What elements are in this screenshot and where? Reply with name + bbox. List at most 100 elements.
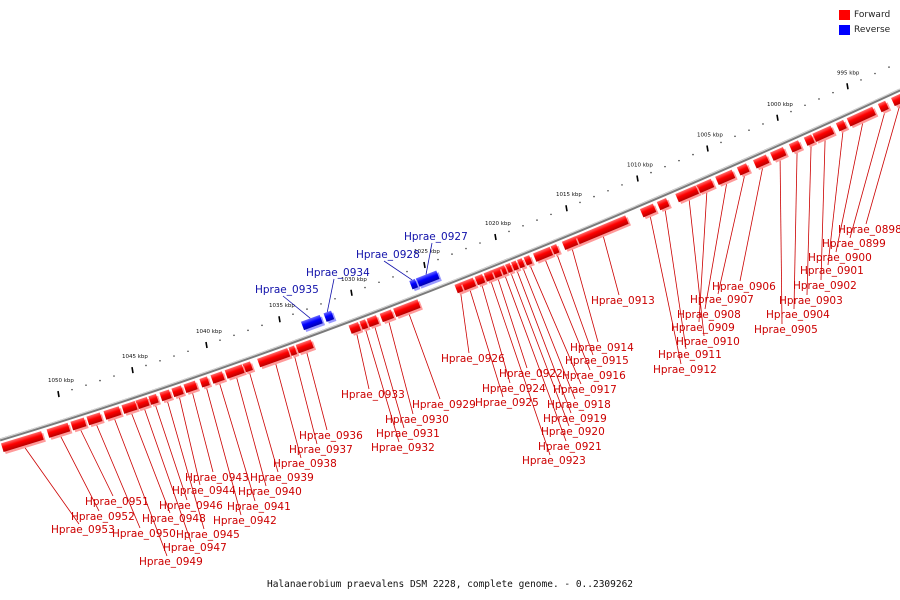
gene-label[interactable]: Hprae_0924 bbox=[482, 383, 546, 395]
gene-hprae_0940[interactable] bbox=[224, 364, 247, 381]
gene-hprae_0910[interactable] bbox=[675, 185, 702, 205]
gene-label[interactable]: Hprae_0946 bbox=[159, 500, 223, 512]
gene-label[interactable]: Hprae_0918 bbox=[547, 399, 611, 411]
gene-label[interactable]: Hprae_0932 bbox=[371, 442, 435, 454]
gene-label[interactable]: Hprae_0903 bbox=[779, 295, 843, 307]
gene-hprae_0936[interactable] bbox=[295, 339, 317, 356]
gene-label[interactable]: Hprae_0914 bbox=[570, 342, 634, 354]
gene-label[interactable]: Hprae_0905 bbox=[754, 324, 818, 336]
gene-hprae_0917[interactable] bbox=[523, 255, 535, 268]
gene-hprae_0918[interactable] bbox=[516, 258, 528, 271]
gene-hprae_0925[interactable] bbox=[459, 277, 479, 293]
gene-hprae_0953[interactable] bbox=[0, 431, 46, 455]
gene-hprae_0900[interactable] bbox=[846, 106, 879, 129]
gene-label[interactable]: Hprae_0936 bbox=[299, 430, 363, 442]
gene-label[interactable]: Hprae_0929 bbox=[412, 399, 476, 411]
gene-label[interactable]: Hprae_0906 bbox=[712, 281, 776, 293]
gene-hprae_0915[interactable] bbox=[550, 243, 562, 257]
gene-hprae_0948[interactable] bbox=[121, 400, 140, 416]
gene-label[interactable]: Hprae_0938 bbox=[273, 458, 337, 470]
gene-hprae_0927[interactable] bbox=[415, 270, 442, 289]
gene-hprae_0923[interactable] bbox=[483, 270, 497, 284]
gene-hprae_0898[interactable] bbox=[891, 92, 900, 108]
gene-hprae_0919[interactable] bbox=[510, 260, 522, 273]
gene-label[interactable]: Hprae_0942 bbox=[213, 515, 277, 527]
gene-hprae_0901[interactable] bbox=[835, 119, 850, 134]
gene-hprae_0952[interactable] bbox=[46, 422, 73, 440]
gene-label[interactable]: Hprae_0921 bbox=[538, 441, 602, 453]
gene-label[interactable]: Hprae_0947 bbox=[163, 542, 227, 554]
gene-label[interactable]: Hprae_0899 bbox=[822, 238, 886, 250]
gene-hprae_0931[interactable] bbox=[366, 315, 382, 330]
gene-hprae_0916[interactable] bbox=[532, 246, 556, 264]
gene-label[interactable]: Hprae_0923 bbox=[522, 455, 586, 467]
gene-label[interactable]: Hprae_0916 bbox=[562, 370, 626, 382]
gene-hprae_0938[interactable] bbox=[257, 348, 293, 370]
gene-label[interactable]: Hprae_0930 bbox=[385, 414, 449, 426]
gene-label[interactable]: Hprae_0919 bbox=[543, 413, 607, 425]
gene-hprae_0933[interactable] bbox=[348, 321, 364, 336]
gene-hprae_0928[interactable] bbox=[409, 278, 421, 292]
gene-label[interactable]: Hprae_0904 bbox=[766, 309, 830, 321]
gene-hprae_0935[interactable] bbox=[300, 314, 326, 333]
gene-hprae_0899[interactable] bbox=[877, 100, 892, 114]
gene-label[interactable]: Hprae_0907 bbox=[690, 294, 754, 306]
gene-hprae_0947[interactable] bbox=[135, 396, 152, 412]
gene-label[interactable]: Hprae_0920 bbox=[541, 426, 605, 438]
gene-label[interactable]: Hprae_0952 bbox=[71, 511, 135, 523]
gene-hprae_0902[interactable] bbox=[812, 125, 837, 144]
gene-label[interactable]: Hprae_0934 bbox=[306, 267, 370, 279]
gene-label[interactable]: Hprae_0945 bbox=[176, 529, 240, 541]
gene-hprae_0903[interactable] bbox=[803, 134, 818, 148]
gene-hprae_0930[interactable] bbox=[379, 309, 397, 325]
gene-hprae_0949[interactable] bbox=[103, 406, 124, 422]
gene-label[interactable]: Hprae_0941 bbox=[227, 501, 291, 513]
gene-label[interactable]: Hprae_0910 bbox=[676, 336, 740, 348]
gene-label[interactable]: Hprae_0898 bbox=[838, 224, 900, 236]
gene-label[interactable]: Hprae_0951 bbox=[85, 496, 149, 508]
gene-hprae_0944[interactable] bbox=[171, 385, 186, 400]
gene-label[interactable]: Hprae_0949 bbox=[139, 556, 203, 568]
gene-hprae_0904[interactable] bbox=[788, 140, 805, 155]
gene-hprae_0942[interactable] bbox=[199, 376, 213, 390]
gene-label[interactable]: Hprae_0931 bbox=[376, 428, 440, 440]
gene-hprae_0920[interactable] bbox=[504, 262, 516, 275]
gene-label[interactable]: Hprae_0937 bbox=[289, 444, 353, 456]
gene-hprae_0912[interactable] bbox=[639, 203, 659, 220]
gene-hprae_0924[interactable] bbox=[474, 273, 488, 288]
gene-label[interactable]: Hprae_0915 bbox=[565, 355, 629, 367]
gene-hprae_0911[interactable] bbox=[656, 197, 672, 212]
gene-label[interactable]: Hprae_0911 bbox=[658, 349, 722, 361]
gene-label[interactable]: Hprae_0909 bbox=[671, 322, 735, 334]
gene-hprae_0943[interactable] bbox=[183, 380, 200, 395]
gene-label[interactable]: Hprae_0912 bbox=[653, 364, 717, 376]
gene-hprae_0926[interactable] bbox=[454, 282, 466, 296]
gene-label[interactable]: Hprae_0928 bbox=[356, 249, 420, 261]
gene-label[interactable]: Hprae_0922 bbox=[499, 368, 563, 380]
gene-hprae_0934[interactable] bbox=[323, 310, 337, 324]
gene-label[interactable]: Hprae_0940 bbox=[238, 486, 302, 498]
gene-label[interactable]: Hprae_0926 bbox=[441, 353, 505, 365]
gene-hprae_0909[interactable] bbox=[696, 178, 717, 196]
gene-hprae_0913[interactable] bbox=[573, 215, 632, 248]
gene-hprae_0905[interactable] bbox=[770, 146, 789, 163]
gene-hprae_0907[interactable] bbox=[736, 163, 752, 178]
gene-hprae_0951[interactable] bbox=[70, 417, 89, 433]
gene-label[interactable]: Hprae_0948 bbox=[142, 513, 206, 525]
gene-hprae_0908[interactable] bbox=[715, 169, 738, 187]
gene-hprae_0945[interactable] bbox=[159, 389, 174, 404]
gene-label[interactable]: Hprae_0901 bbox=[800, 265, 864, 277]
gene-label[interactable]: Hprae_0953 bbox=[51, 524, 115, 536]
gene-hprae_0929[interactable] bbox=[393, 299, 423, 320]
gene-label[interactable]: Hprae_0925 bbox=[475, 397, 539, 409]
gene-hprae_0950[interactable] bbox=[86, 412, 105, 428]
gene-label[interactable]: Hprae_0927 bbox=[404, 231, 468, 243]
gene-hprae_0941[interactable] bbox=[210, 371, 228, 386]
gene-hprae_0914[interactable] bbox=[561, 236, 581, 253]
gene-label[interactable]: Hprae_0933 bbox=[341, 389, 405, 401]
gene-label[interactable]: Hprae_0943 bbox=[185, 472, 249, 484]
gene-label[interactable]: Hprae_0944 bbox=[172, 485, 236, 497]
gene-label[interactable]: Hprae_0935 bbox=[255, 284, 319, 296]
gene-hprae_0946[interactable] bbox=[148, 393, 161, 407]
gene-hprae_0921[interactable] bbox=[498, 265, 510, 278]
